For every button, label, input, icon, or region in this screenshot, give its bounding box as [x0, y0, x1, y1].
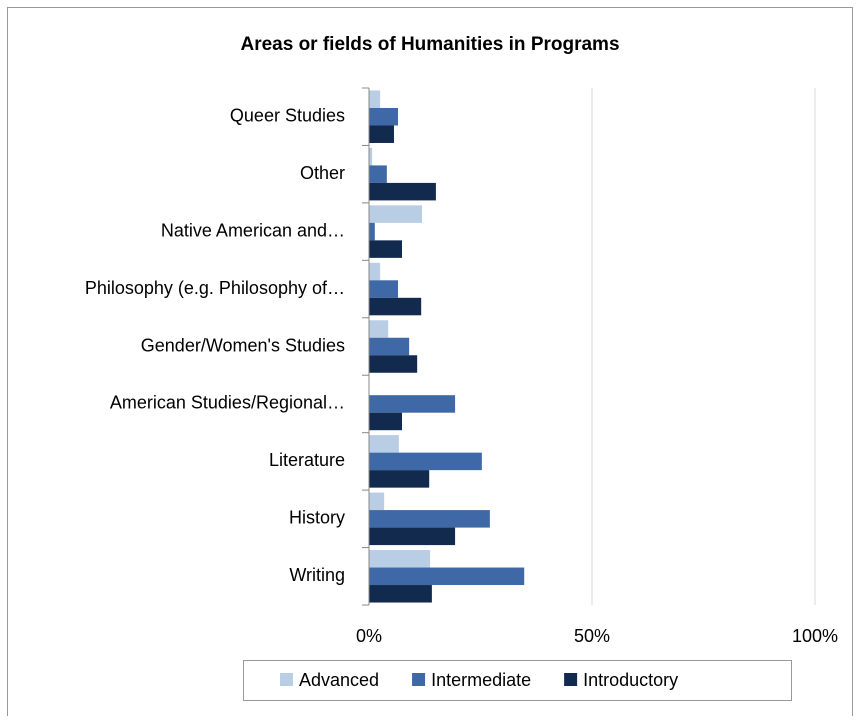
y-tick-label: Literature [269, 450, 345, 470]
bar [369, 90, 381, 108]
bar [369, 585, 432, 603]
bar [369, 355, 418, 373]
bar [369, 510, 490, 528]
bar [369, 527, 456, 546]
legend-label: Intermediate [431, 670, 531, 690]
y-tick-label: American Studies/Regional… [110, 393, 345, 413]
bar [369, 470, 430, 488]
bar [369, 125, 394, 143]
chart-title: Areas or fields of Humanities in Program… [240, 34, 619, 55]
bar [369, 262, 381, 281]
bar [369, 240, 403, 258]
legend-label: Introductory [583, 670, 678, 690]
x-tick-label: 0% [356, 626, 382, 646]
legend-label: Advanced [299, 670, 379, 690]
bar [369, 337, 410, 356]
legend-box [243, 660, 792, 701]
x-tick-label: 50% [574, 626, 610, 646]
bar [369, 567, 525, 586]
y-tick-label: Other [300, 163, 345, 183]
bar [369, 182, 436, 201]
bar [369, 395, 456, 413]
bar [369, 550, 431, 568]
y-tick-label: Gender/Women's Studies [141, 335, 345, 355]
y-tick-label: Writing [289, 565, 345, 585]
legend-swatch [412, 673, 426, 686]
y-tick-label: History [289, 508, 345, 528]
bar [369, 412, 403, 431]
y-tick-label: Queer Studies [230, 105, 345, 125]
y-tick-label: Native American and… [161, 220, 345, 240]
bar [369, 452, 482, 471]
bar [369, 435, 399, 453]
bar [369, 280, 398, 298]
bar [369, 320, 389, 338]
legend-swatch [280, 673, 293, 686]
x-tick-label: 100% [792, 626, 838, 646]
bar [369, 297, 422, 316]
bar [369, 107, 398, 126]
y-tick-label: Philosophy (e.g. Philosophy of… [85, 278, 345, 298]
legend-swatch [564, 673, 578, 686]
bar [369, 147, 373, 166]
chart-border [7, 7, 853, 721]
bar [369, 165, 387, 183]
bar [369, 222, 375, 241]
bar [369, 492, 385, 511]
bar [369, 205, 423, 223]
